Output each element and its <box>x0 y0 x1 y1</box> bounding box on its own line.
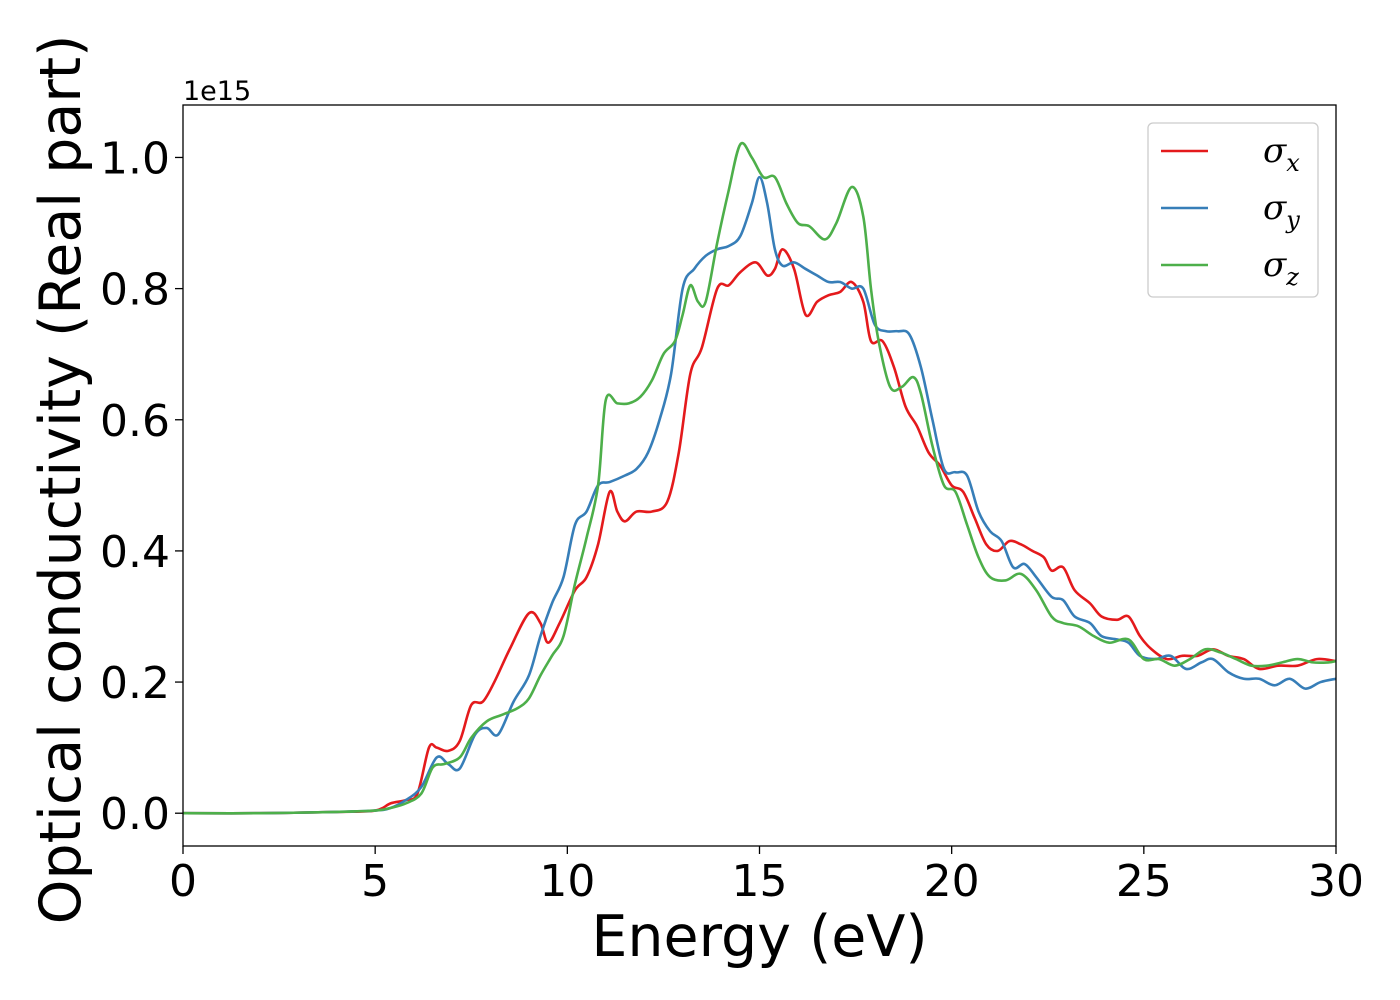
series-line-x <box>183 247 1336 815</box>
x-tick-label: 0 <box>169 856 197 907</box>
y-tick-label: 0.0 <box>100 789 170 840</box>
x-tick-label: 15 <box>732 856 788 907</box>
x-tick-label: 5 <box>361 856 389 907</box>
x-tick-label: 10 <box>539 856 595 907</box>
y-tick-label: 1.0 <box>100 133 170 184</box>
series-line-z <box>183 141 1336 815</box>
y-tick-label: 0.6 <box>100 396 170 447</box>
y-tick-label: 0.4 <box>100 527 170 578</box>
y-tick-label: 0.8 <box>100 265 170 316</box>
y-offset-label: 1e15 <box>183 76 251 107</box>
legend-box <box>1147 122 1319 298</box>
x-axis-title: Energy (eV) <box>591 904 927 970</box>
series-line-y <box>183 175 1336 815</box>
x-tick-label: 30 <box>1308 856 1364 907</box>
x-tick-label: 20 <box>924 856 980 907</box>
y-axis-title: Optical conductivity (Real part) <box>28 35 94 925</box>
x-axis: 0 5 10 15 20 25 30 <box>169 846 1364 907</box>
series-layer <box>183 141 1336 815</box>
x-tick-label: 25 <box>1116 856 1172 907</box>
y-tick-label: 0.2 <box>100 658 170 709</box>
y-axis: 0.0 0.2 0.4 0.6 0.8 1.0 <box>100 133 183 840</box>
